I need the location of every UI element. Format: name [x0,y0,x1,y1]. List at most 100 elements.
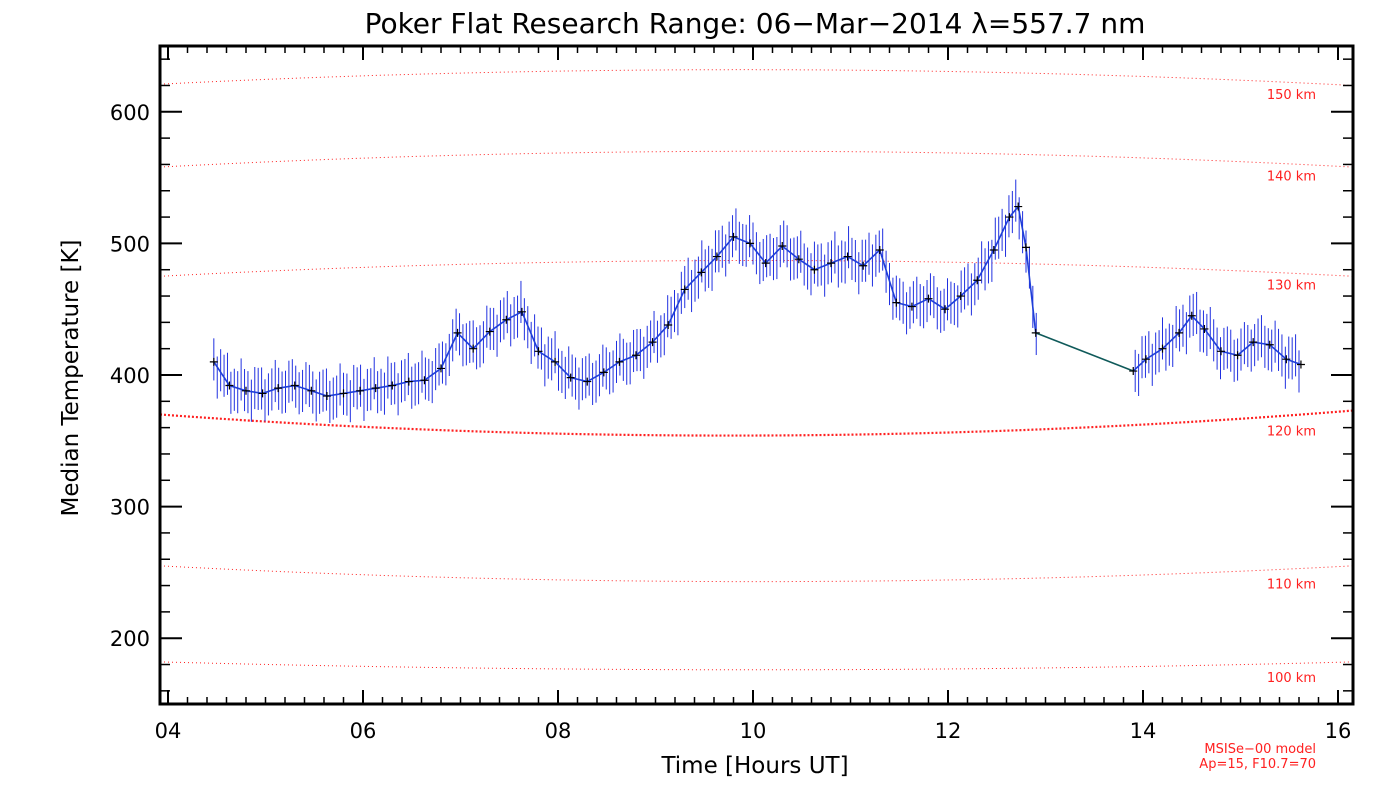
data-point [794,255,803,264]
data-point [437,364,445,373]
data-point [941,305,950,314]
data-point [566,373,575,382]
series-line-segment [213,204,1037,397]
data-point [973,276,982,285]
data-point [356,386,365,395]
data-point [859,261,868,270]
model-note-line-2: Ap=15, F10.7=70 [1199,757,1316,772]
model-curve-140-km [159,150,1354,168]
x-tick-label: 12 [935,719,962,743]
data-point [892,298,901,307]
model-curve-label: 120 km [1267,425,1316,440]
data-point [615,357,624,366]
data-point [924,294,933,303]
data-point [648,338,657,347]
data-point [420,376,429,385]
data-point [1282,355,1291,364]
series-gap-line [1035,332,1134,372]
data-point [274,384,283,393]
data-point [1265,340,1274,349]
data-point [517,307,526,316]
model-curve-120-km [159,409,1354,437]
chart-title: Poker Flat Research Range: 06−Mar−2014 λ… [365,7,1146,40]
y-tick-label: 200 [110,627,150,651]
data-series [209,179,1305,423]
data-point [502,315,511,324]
x-tick-label: 14 [1130,719,1157,743]
data-point [827,259,835,268]
data-point [632,351,640,360]
data-point [1014,202,1023,211]
data-point [1022,243,1030,252]
data-point [225,381,234,390]
data-point [907,302,916,311]
data-point [1175,328,1184,337]
data-point [843,252,852,261]
model-curve-150-km [159,69,1354,86]
x-tick-label: 10 [740,719,767,743]
data-point [469,344,478,353]
data-point [307,386,316,395]
y-tick-label: 500 [110,232,150,256]
x-tick-label: 04 [155,719,182,743]
model-curve-100-km [159,661,1354,671]
data-point [1141,355,1150,364]
data-point [404,377,413,386]
x-tick-label: 16 [1325,719,1352,743]
data-point [810,265,819,274]
data-point [1031,328,1040,337]
model-curve-label: 140 km [1267,169,1316,184]
data-point [746,239,755,248]
data-point [989,245,998,254]
data-point [371,384,380,393]
model-curve-label: 110 km [1267,577,1316,592]
model-curve-label: 100 km [1267,671,1316,686]
data-point [875,245,884,254]
data-point [290,381,299,390]
data-point [1233,351,1242,360]
data-point [761,259,770,268]
data-point [1217,347,1225,356]
y-tick-label: 400 [110,364,150,388]
data-point [485,327,494,336]
data-point [1200,324,1209,333]
data-point [534,347,543,356]
data-point [664,320,673,329]
model-curve-label: 130 km [1267,279,1316,294]
data-point [956,292,965,301]
model-curves: 150 km 140 km 130 km 120 km 110 km 100 km [159,69,1354,686]
y-tick-label: 600 [110,101,150,125]
series-line-segment [1132,314,1302,372]
model-note-line-1: MSISe−00 model [1204,742,1316,757]
data-point [1158,344,1167,353]
axis-ticks: 04 06 08 10 12 14 16 200 300 400 500 600 [110,46,1353,743]
x-axis-label: Time [Hours UT] [660,753,848,779]
y-axis-label: Median Temperature [K] [58,240,84,517]
data-point [209,357,218,366]
data-point [242,386,250,395]
data-point [1187,311,1196,320]
data-point [697,268,706,277]
data-point [712,252,721,261]
data-point [1129,367,1138,376]
data-point [322,392,331,401]
data-point [339,389,348,398]
data-point [453,328,462,337]
plot-frame [158,44,1355,706]
data-point [583,377,592,386]
data-point [599,368,608,377]
model-curve-label: 150 km [1267,88,1316,103]
x-tick-label: 08 [545,719,572,743]
data-point [1296,360,1305,369]
data-point [1249,338,1258,347]
y-tick-label: 300 [110,496,150,520]
model-curve-110-km [159,565,1354,583]
data-point [258,389,267,398]
data-point [551,357,560,366]
x-tick-label: 06 [350,719,377,743]
data-point [1005,213,1014,222]
data-point [680,285,689,294]
data-point [729,232,738,241]
data-point [388,381,397,390]
